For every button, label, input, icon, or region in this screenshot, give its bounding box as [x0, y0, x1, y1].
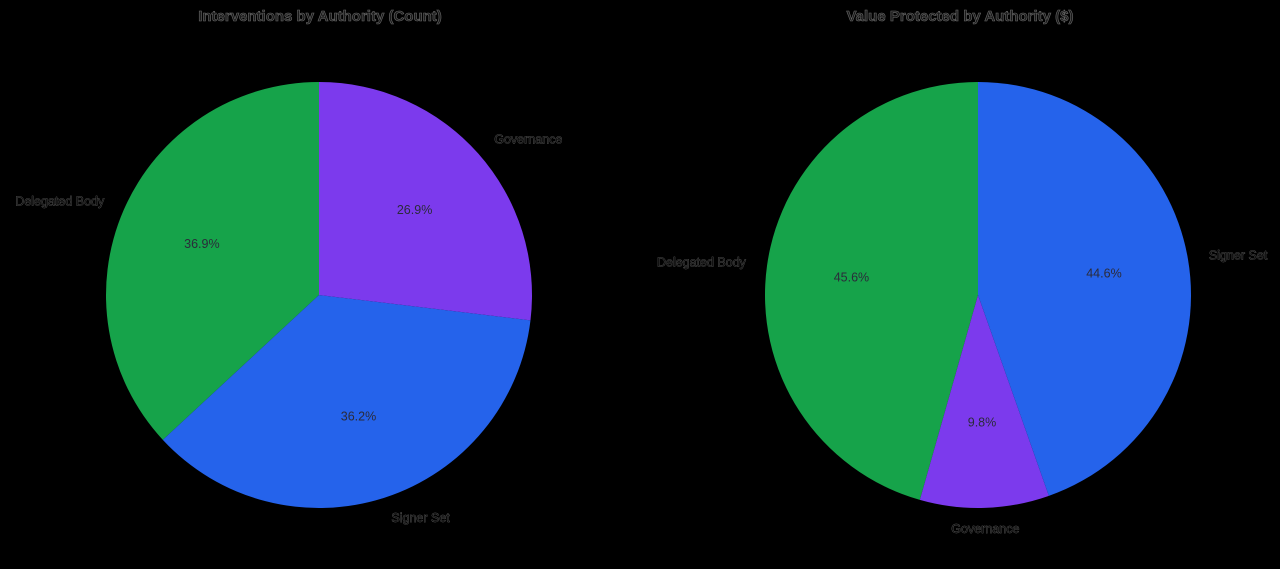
pie-plot: 45.6% Delegated Body 9.8% Governance 44.6% Si… [657, 82, 1268, 536]
pie-slice-delegated-body [106, 82, 319, 440]
category-label: Delegated Body [15, 194, 105, 208]
percentage-label: 36.9% [184, 237, 219, 251]
chart-title: Interventions by Authority (Count) [198, 8, 442, 26]
chart-title: Value Protected by Authority ($) [846, 8, 1074, 26]
category-label: Signer Set [391, 511, 450, 525]
percentage-label: 45.6% [834, 270, 869, 284]
pie-slice-governance [919, 295, 1049, 508]
category-label: Governance [951, 522, 1019, 536]
pie-slice-governance [319, 82, 532, 321]
percentage-label: 9.8% [968, 416, 997, 430]
pie-plot: 36.9% Delegated Body 36.2% Signer Set 26.9% G… [15, 82, 563, 525]
category-label: Governance [494, 133, 562, 147]
category-label: Signer Set [1209, 248, 1268, 262]
pie-slice-delegated-body [765, 82, 978, 500]
pie-chart-interventions-count: Interventions by Authority (Count) 36.9%… [15, 8, 563, 525]
pie-slice-signer-set [162, 295, 531, 509]
pie-slice-signer-set [978, 82, 1191, 496]
percentage-label: 36.2% [341, 410, 376, 424]
category-label: Delegated Body [657, 256, 747, 270]
pie-chart-value-protected: Value Protected by Authority ($) 45.6% De… [640, 0, 1280, 569]
percentage-label: 26.9% [397, 203, 432, 217]
percentage-label: 44.6% [1086, 266, 1121, 280]
